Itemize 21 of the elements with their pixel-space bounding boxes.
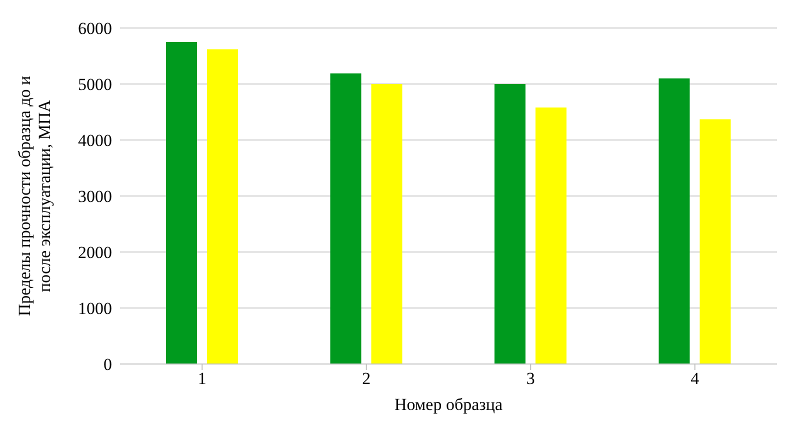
x-tick-label: 3 <box>526 369 535 388</box>
bar <box>206 49 238 364</box>
x-tick-label: 1 <box>198 369 206 388</box>
bar <box>494 84 526 364</box>
bar <box>371 84 402 364</box>
bar <box>330 73 362 364</box>
bar <box>658 78 690 364</box>
bar <box>166 42 197 364</box>
x-axis-title: Номер образца <box>394 395 503 414</box>
bar <box>700 119 731 364</box>
y-tick-label: 6000 <box>78 19 112 38</box>
y-axis-title: Пределы прочности образца до и после эксплуатации, МПА <box>14 76 54 316</box>
y-tick-label: 4000 <box>78 131 112 150</box>
x-tick-label: 4 <box>690 369 700 388</box>
x-tick-label: 2 <box>362 369 371 388</box>
y-tick-label: 5000 <box>78 75 112 94</box>
y-tick-label: 1000 <box>78 299 112 318</box>
y-tick-label: 2000 <box>78 243 112 262</box>
bar <box>535 108 566 364</box>
y-tick-label: 3000 <box>78 187 112 206</box>
y-tick-label: 0 <box>104 355 112 374</box>
